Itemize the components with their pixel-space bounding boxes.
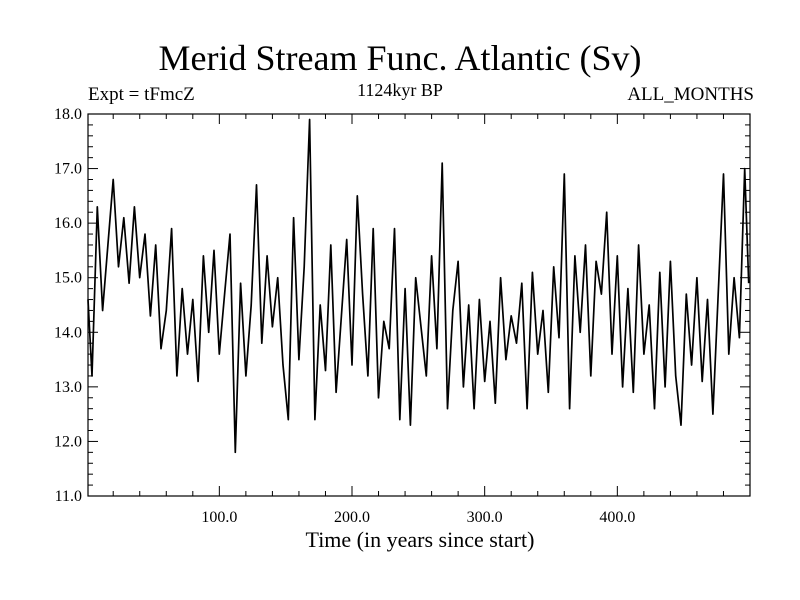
y-tick-label: 12.0 [54, 433, 82, 450]
x-tick-label: 400.0 [599, 509, 635, 526]
y-tick-label: 14.0 [54, 324, 82, 341]
x-tick-label: 300.0 [467, 509, 503, 526]
y-tick-label: 18.0 [54, 106, 82, 123]
chart-title: Merid Stream Func. Atlantic (Sv) [158, 38, 642, 78]
months-label: ALL_MONTHS [627, 84, 754, 105]
y-tick-label: 13.0 [54, 379, 82, 396]
tick-labels-layer: 11.0 12.0 13.0 14.0 15.0 16.0 17.0 18.0 100.0 200… [54, 106, 635, 526]
x-tick-label: 100.0 [201, 509, 237, 526]
y-tick-label: 11.0 [55, 488, 82, 505]
experiment-label: Expt = tFmcZ [88, 84, 195, 105]
ticks-layer [88, 113, 751, 497]
y-tick-label: 15.0 [54, 270, 82, 287]
y-tick-label: 17.0 [54, 161, 82, 178]
series-line [87, 118, 750, 454]
x-axis-label: Time (in years since start) [305, 527, 535, 552]
chart-subtitle: 1124kyr BP [357, 80, 443, 100]
y-tick-label: 16.0 [54, 215, 82, 232]
x-tick-label: 200.0 [334, 509, 370, 526]
